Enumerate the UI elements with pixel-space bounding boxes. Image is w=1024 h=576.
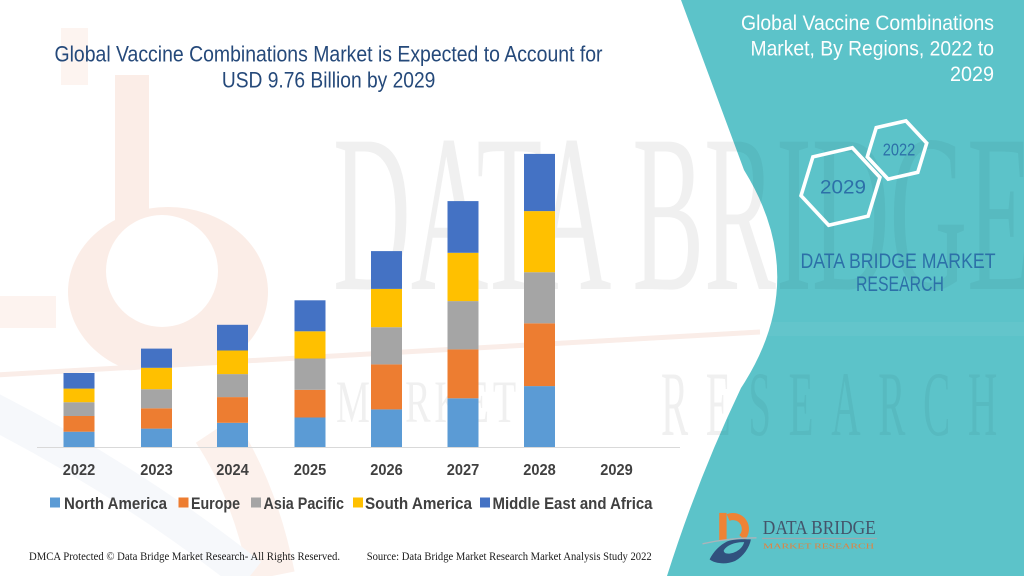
svg-text:Europe: Europe [191,494,240,513]
svg-text:Global Vaccine Combinations Ma: Global Vaccine Combinations Market is Ex… [55,42,603,67]
svg-text:2025: 2025 [294,462,327,479]
svg-text:2029: 2029 [600,462,633,479]
svg-text:South America: South America [365,494,472,513]
svg-text:DATA BRIDGE MARKET: DATA BRIDGE MARKET [801,250,996,273]
svg-text:2023: 2023 [140,462,173,479]
svg-text:2028: 2028 [523,462,556,479]
svg-text:2022: 2022 [63,462,96,479]
svg-text:North America: North America [64,494,167,513]
svg-text:DMCA Protected © Data Bridge M: DMCA Protected © Data Bridge Market Rese… [29,549,340,563]
svg-text:Global Vaccine Combinations: Global Vaccine Combinations [741,12,994,35]
svg-text:Asia Pacific: Asia Pacific [264,494,345,513]
svg-text:2029: 2029 [950,63,994,86]
svg-text:RESEARCH: RESEARCH [856,273,944,296]
svg-text:2024: 2024 [216,462,249,479]
svg-text:DATA BRIDGE: DATA BRIDGE [763,517,876,539]
svg-text:2022: 2022 [883,139,916,159]
svg-text:2029: 2029 [820,177,866,199]
svg-text:USD 9.76 Billion by 2029: USD 9.76 Billion by 2029 [222,68,436,93]
svg-text:MARKET: MARKET [336,369,520,435]
svg-text:Middle East and Africa: Middle East and Africa [493,494,653,513]
svg-text:Market, By Regions, 2022 to: Market, By Regions, 2022 to [751,37,995,60]
svg-text:2027: 2027 [447,462,480,479]
svg-text:Source: Data Bridge Market Res: Source: Data Bridge Market Research Mark… [367,549,652,563]
svg-text:2026: 2026 [370,462,403,479]
svg-text:MARKET RESEARCH: MARKET RESEARCH [763,542,875,551]
